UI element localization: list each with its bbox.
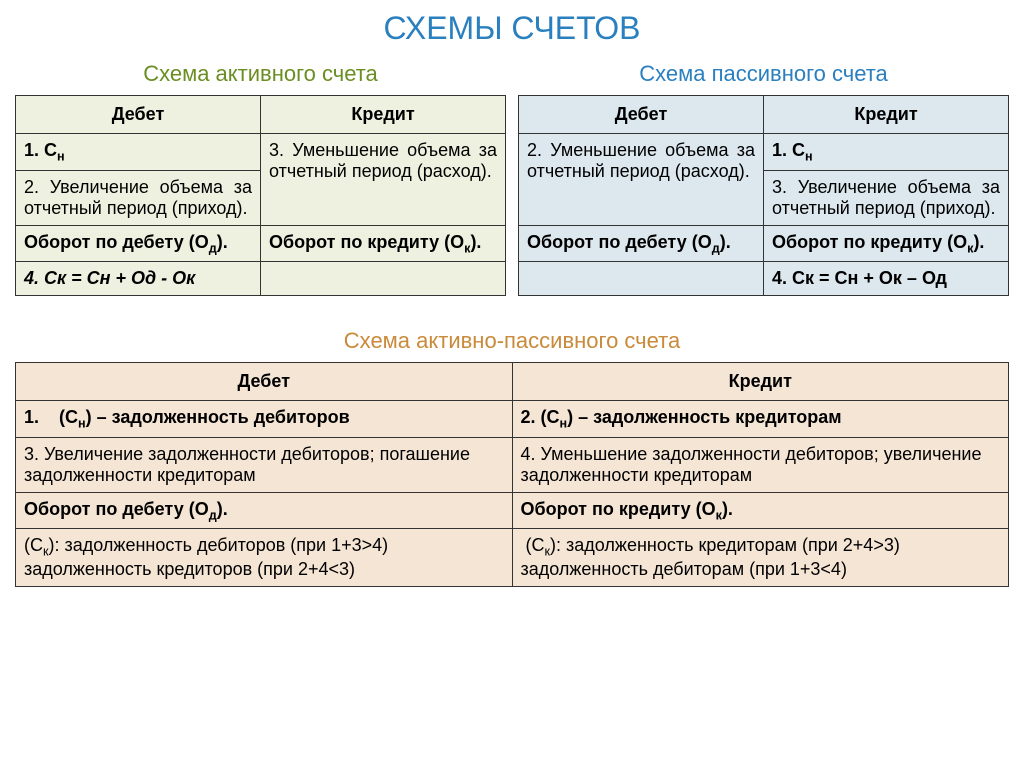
passive-debit-turnover-cell: Оборот по дебету (Од). <box>519 225 764 262</box>
active-scheme-block: Схема активного счета Дебет Кредит 1. Сн… <box>15 61 506 296</box>
ap-credit-turnover-cell: Оборот по кредиту (Ок). <box>512 492 1009 529</box>
table-row: Оборот по дебету (Од). Оборот по кредиту… <box>16 492 1009 529</box>
top-schemes-row: Схема активного счета Дебет Кредит 1. Сн… <box>15 61 1009 296</box>
active-credit-turnover-cell: Оборот по кредиту (Ок). <box>261 225 506 262</box>
table-row: Дебет Кредит <box>519 96 1009 134</box>
passive-credit-turnover-cell: Оборот по кредиту (Ок). <box>764 225 1009 262</box>
table-row: 3. Увеличение задолженности дебиторов; п… <box>16 437 1009 492</box>
ap-credit-change-cell: 4. Уменьшение задолженности дебиторов; у… <box>512 437 1009 492</box>
active-debit-increase-cell: 2. Увеличение объема за отчетный период … <box>16 170 261 225</box>
passive-sn-cell: 1. Сн <box>764 134 1009 171</box>
table-row: Оборот по дебету (Од). Оборот по кредиту… <box>519 225 1009 262</box>
debit-header: Дебет <box>519 96 764 134</box>
debit-header: Дебет <box>16 96 261 134</box>
passive-scheme-block: Схема пассивного счета Дебет Кредит 2. У… <box>518 61 1009 296</box>
table-row: Дебет Кредит <box>16 363 1009 401</box>
active-table: Дебет Кредит 1. Сн 3. Уменьшение объема … <box>15 95 506 296</box>
credit-header: Кредит <box>512 363 1009 401</box>
credit-header: Кредит <box>764 96 1009 134</box>
active-formula-cell: 4. Ск = Сн + Од - Ок <box>16 262 261 296</box>
ap-sn-debit-cell: 1. (Сн) – задолженность дебиторов <box>16 401 513 438</box>
passive-table: Дебет Кредит 2. Уменьшение объема за отч… <box>518 95 1009 296</box>
ap-sk-debit-cell: (Ск): задолженность дебиторов (при 1+3>4… <box>16 529 513 587</box>
table-row: Дебет Кредит <box>16 96 506 134</box>
ap-debit-increase-cell: 3. Увеличение задолженности дебиторов; п… <box>16 437 513 492</box>
passive-scheme-title: Схема пассивного счета <box>518 61 1009 87</box>
table-row: (Ск): задолженность дебиторов (при 1+3>4… <box>16 529 1009 587</box>
active-passive-title: Схема активно-пассивного счета <box>15 328 1009 354</box>
active-passive-table: Дебет Кредит 1. (Сн) – задолженность деб… <box>15 362 1009 587</box>
passive-credit-increase-cell: 3. Увеличение объема за отчетный период … <box>764 170 1009 225</box>
table-row: 1. (Сн) – задолженность дебиторов 2. (Сн… <box>16 401 1009 438</box>
active-scheme-title: Схема активного счета <box>15 61 506 87</box>
active-passive-block: Схема активно-пассивного счета Дебет Кре… <box>15 328 1009 587</box>
empty-cell <box>261 262 506 296</box>
credit-header: Кредит <box>261 96 506 134</box>
active-debit-turnover-cell: Оборот по дебету (Од). <box>16 225 261 262</box>
passive-formula-cell: 4. Ск = Сн + Ок – Од <box>764 262 1009 296</box>
ap-sn-credit-cell: 2. (Сн) – задолженность кредиторам <box>512 401 1009 438</box>
passive-debit-decrease-cell: 2. Уменьшение объема за отчетный период … <box>519 134 764 226</box>
table-row: 4. Ск = Сн + Од - Ок <box>16 262 506 296</box>
debit-header: Дебет <box>16 363 513 401</box>
table-row: 4. Ск = Сн + Ок – Од <box>519 262 1009 296</box>
empty-cell <box>519 262 764 296</box>
table-row: Оборот по дебету (Од). Оборот по кредиту… <box>16 225 506 262</box>
active-credit-decrease-cell: 3. Уменьшение объема за отчетный период … <box>261 134 506 226</box>
active-sn-cell: 1. Сн <box>16 134 261 171</box>
ap-sk-credit-cell: (Ск): задолженность кредиторам (при 2+4>… <box>512 529 1009 587</box>
ap-debit-turnover-cell: Оборот по дебету (Од). <box>16 492 513 529</box>
page-title: СХЕМЫ СЧЕТОВ <box>15 10 1009 47</box>
table-row: 1. Сн 3. Уменьшение объема за отчетный п… <box>16 134 506 171</box>
table-row: 2. Уменьшение объема за отчетный период … <box>519 134 1009 171</box>
